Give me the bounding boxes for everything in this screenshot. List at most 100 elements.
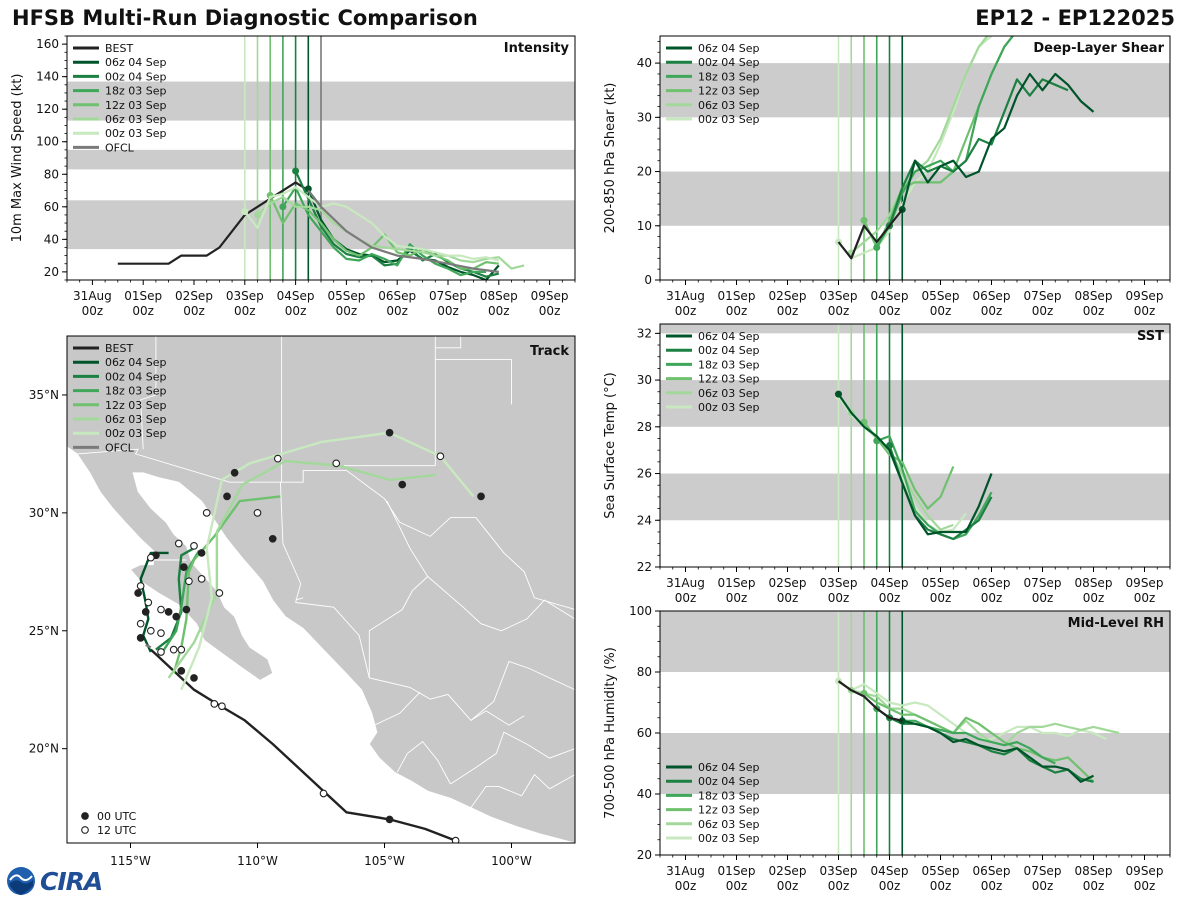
cira-logo-text: CIRA — [40, 866, 103, 896]
track-title: Track — [530, 344, 569, 359]
marker-12utc — [157, 629, 165, 637]
sst-ytick-label: 32 — [637, 326, 652, 340]
intensity-ytick-label: 40 — [44, 232, 59, 246]
shear-series-line — [875, 36, 1015, 249]
shear-series-line — [837, 208, 904, 260]
marker-12utc — [136, 582, 145, 590]
shear-title: Deep-Layer Shear — [1033, 41, 1164, 56]
intensity-plot-area — [67, 36, 575, 280]
intensity-series-line — [307, 189, 499, 273]
sst-xtick-label: 00z — [879, 591, 901, 605]
rh-xtick-label: 01Sep — [718, 864, 756, 878]
rh-ytick-label: 40 — [637, 787, 652, 801]
shear-xtick-label: 01Sep — [718, 289, 756, 303]
marker-00utc — [177, 667, 186, 675]
sst-xtick-label: 06Sep — [973, 576, 1011, 590]
track-ytick-label: 35°N — [29, 388, 59, 402]
shear-xtick-label: 31Aug — [666, 289, 705, 303]
intensity-xtick-label: 00z — [336, 304, 358, 318]
shear-xtick-label: 00z — [777, 304, 799, 318]
track-legend-label: 06z 03 Sep — [105, 413, 167, 426]
track-plot-area — [67, 336, 575, 843]
intensity-ytick-label: 60 — [44, 200, 59, 214]
marker-00utc — [385, 815, 394, 824]
sst-xtick-label: 04Sep — [871, 576, 909, 590]
marker-12utc — [157, 648, 165, 656]
marker-12utc — [332, 459, 341, 468]
sst-xtick-label: 00z — [1134, 591, 1156, 605]
state-border — [140, 336, 157, 450]
intensity-series-start-point — [304, 185, 312, 193]
sst-xtick-label: 08Sep — [1075, 576, 1113, 590]
rh-ytick-label: 100 — [629, 604, 652, 618]
state-border — [369, 660, 575, 722]
rh-xtick-label: 31Aug — [666, 864, 705, 878]
intensity-series-line — [281, 186, 487, 277]
sst-ytick-label: 28 — [637, 420, 652, 434]
sst-ytick-label: 30 — [637, 373, 652, 387]
intensity-xtick-label: 00z — [437, 304, 459, 318]
sst-xtick-label: 00z — [828, 591, 850, 605]
state-border — [450, 731, 575, 785]
track-frame — [66, 335, 576, 844]
marker-legend-label: 00 UTC — [97, 810, 137, 823]
rh-xtick-label: 00z — [1083, 879, 1105, 893]
marker-12utc — [253, 509, 262, 517]
marker-legend-symbol — [81, 826, 89, 834]
intensity-xtick-label: 09Sep — [531, 289, 569, 303]
sst-xtick-label: 31Aug — [666, 576, 705, 590]
marker-12utc — [185, 577, 193, 586]
track-ytick-label: 20°N — [29, 742, 59, 756]
track-legend-label: BEST — [105, 342, 133, 355]
page-title: HFSB Multi-Run Diagnostic Comparison — [12, 6, 478, 30]
state-border — [470, 710, 525, 726]
sst-ytick-label: 24 — [637, 513, 652, 527]
track-line — [167, 459, 436, 679]
shear-xtick-label: 04Sep — [871, 289, 909, 303]
rh-ytick-label: 80 — [637, 665, 652, 679]
sst-legend-label: 06z 04 Sep — [698, 330, 760, 343]
marker-00utc — [164, 608, 173, 616]
marker-12utc — [146, 626, 155, 635]
rh-xtick-label: 09Sep — [1126, 864, 1164, 878]
marker-00utc — [182, 605, 191, 614]
marker-00utc — [172, 612, 181, 621]
track-legend-label: 00z 03 Sep — [105, 427, 167, 440]
intensity-series-line — [243, 186, 500, 262]
intensity-xtick-label: 04Sep — [277, 289, 315, 303]
marker-00utc — [134, 589, 142, 597]
track-line — [145, 643, 152, 649]
sst-xtick-label: 00z — [981, 591, 1003, 605]
intensity-ytick-label: 120 — [36, 102, 59, 116]
rh-xtick-label: 00z — [879, 879, 901, 893]
shear-legend-label: 00z 04 Sep — [698, 56, 760, 69]
state-border — [396, 740, 451, 785]
marker-12utc — [169, 645, 178, 654]
shear-legend-label: 12z 03 Sep — [698, 85, 760, 98]
shear-xtick-label: 08Sep — [1075, 289, 1113, 303]
intensity-ytick-label: 160 — [36, 37, 59, 51]
marker-legend-symbol — [81, 812, 89, 820]
marker-12utc — [197, 575, 206, 583]
rh-xtick-label: 00z — [1032, 879, 1054, 893]
track-legend-label: OFCL — [105, 441, 135, 454]
sst-legend-label: 12z 03 Sep — [698, 373, 760, 386]
track-legend-label: 18z 03 Sep — [105, 385, 167, 398]
sst-ytick-label: 26 — [637, 467, 652, 481]
shear-ytick-label: 30 — [637, 110, 652, 124]
shear-legend-label: 00z 03 Sep — [698, 113, 760, 126]
shear-xtick-label: 00z — [675, 304, 697, 318]
sst-title: SST — [1137, 329, 1164, 344]
sst-xtick-label: 00z — [1083, 591, 1105, 605]
track-xtick-label: 100°W — [491, 854, 532, 868]
sst-xtick-label: 01Sep — [718, 576, 756, 590]
logo: CIRA — [6, 866, 103, 896]
shear-category-band — [660, 171, 1170, 226]
intensity-series-start-point — [241, 208, 249, 216]
sst-xtick-label: 00z — [726, 591, 748, 605]
rh-plot-area — [660, 611, 1170, 855]
intensity-xtick-label: 06Sep — [378, 289, 416, 303]
shear-legend-label: 06z 03 Sep — [698, 99, 760, 112]
marker-00utc — [136, 633, 145, 642]
shear-xtick-label: 00z — [981, 304, 1003, 318]
